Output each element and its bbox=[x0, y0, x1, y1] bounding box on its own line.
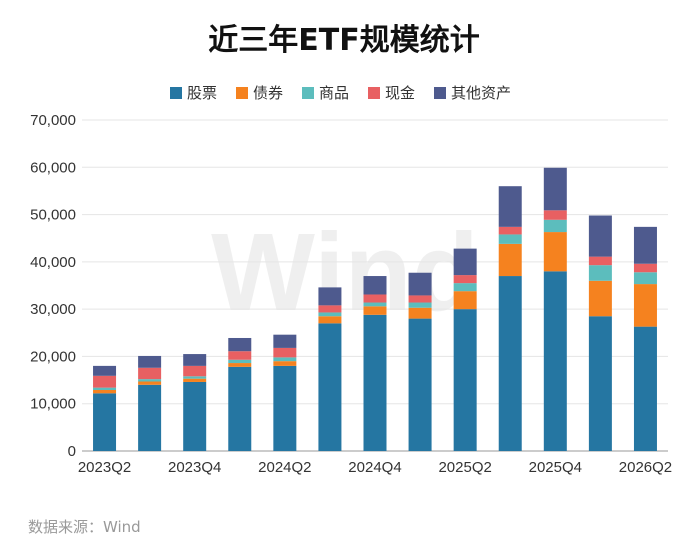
bar-segment bbox=[543, 210, 567, 220]
legend-swatch-3 bbox=[302, 87, 314, 99]
bar-segment bbox=[183, 354, 207, 366]
bar-segment bbox=[93, 375, 117, 388]
bar-segment bbox=[228, 363, 252, 367]
bar-segment bbox=[183, 378, 207, 382]
bar-segment bbox=[363, 302, 387, 307]
bar-segment bbox=[408, 272, 432, 296]
bar-segment bbox=[273, 357, 297, 362]
bar-segment bbox=[93, 387, 117, 391]
x-tick-label: 2023Q4 bbox=[168, 459, 221, 476]
bar-segment bbox=[183, 376, 207, 379]
bar-segment bbox=[498, 243, 522, 277]
bar-segment bbox=[93, 393, 117, 451]
bar-segment bbox=[588, 256, 612, 266]
bar-segment bbox=[138, 381, 162, 385]
bar-segment bbox=[543, 271, 567, 451]
bar-segment bbox=[543, 219, 567, 233]
legend-label-3: 商品 bbox=[319, 84, 349, 102]
bar-segment bbox=[633, 284, 657, 327]
bar-segment bbox=[363, 276, 387, 295]
bar-segment bbox=[273, 361, 297, 366]
watermark-text: Wind bbox=[211, 211, 479, 334]
y-tick-label: 70,000 bbox=[30, 112, 76, 129]
bar-segment bbox=[453, 291, 477, 310]
bar-segment bbox=[93, 390, 117, 394]
bar-segment bbox=[408, 302, 432, 308]
legend-label-5: 其他资产 bbox=[451, 84, 511, 102]
bar-segment bbox=[363, 306, 387, 315]
bar-segment bbox=[183, 365, 207, 377]
y-tick-label: 60,000 bbox=[30, 159, 76, 176]
bar-segment bbox=[228, 359, 252, 364]
x-tick-label: 2026Q2 bbox=[619, 459, 672, 476]
bar-segment bbox=[138, 384, 162, 451]
bar-segment bbox=[318, 305, 342, 313]
y-tick-label: 10,000 bbox=[30, 396, 76, 413]
bar-segment bbox=[408, 295, 432, 303]
bar-segment bbox=[543, 167, 567, 211]
legend-swatch-5 bbox=[434, 87, 446, 99]
bar-segment bbox=[183, 381, 207, 451]
bar-segment bbox=[543, 232, 567, 272]
bar-segment bbox=[588, 215, 612, 257]
x-tick-label: 2025Q2 bbox=[438, 459, 491, 476]
bar-segment bbox=[453, 275, 477, 284]
bar-segment bbox=[228, 337, 252, 352]
x-tick-label: 2024Q4 bbox=[348, 459, 401, 476]
chart-title: 近三年ETF规模统计 bbox=[208, 23, 479, 58]
bar-segment bbox=[318, 323, 342, 451]
x-tick-label: 2023Q2 bbox=[78, 459, 131, 476]
bar-segment bbox=[318, 316, 342, 324]
bar-segment bbox=[633, 263, 657, 273]
bar-segment bbox=[228, 351, 252, 360]
x-tick-label: 2024Q2 bbox=[258, 459, 311, 476]
bar-segment bbox=[588, 265, 612, 281]
bar-segment bbox=[93, 365, 117, 376]
bar-segment bbox=[138, 355, 162, 368]
bar-segment bbox=[498, 276, 522, 451]
bar-segment bbox=[588, 316, 612, 451]
y-tick-label: 30,000 bbox=[30, 301, 76, 318]
bar-segment bbox=[453, 309, 477, 451]
legend-label-4: 现金 bbox=[385, 84, 415, 102]
source-note: 数据来源：Wind bbox=[28, 518, 141, 536]
bar-segment bbox=[273, 365, 297, 451]
legend-swatch-2 bbox=[236, 87, 248, 99]
bar-segment bbox=[318, 312, 342, 317]
bar-segment bbox=[363, 294, 387, 303]
bar-segment bbox=[363, 314, 387, 451]
y-tick-label: 20,000 bbox=[30, 348, 76, 365]
y-tick-label: 40,000 bbox=[30, 254, 76, 271]
y-tick-label: 0 bbox=[68, 443, 76, 460]
bar-segment bbox=[228, 366, 252, 451]
bar-segment bbox=[138, 367, 162, 380]
bar-segment bbox=[498, 226, 522, 235]
bar-segment bbox=[498, 234, 522, 244]
bar-segment bbox=[408, 318, 432, 451]
bar-segment bbox=[138, 379, 162, 382]
legend-label-2: 债券 bbox=[253, 84, 283, 102]
x-tick-label: 2025Q4 bbox=[529, 459, 582, 476]
legend-swatch-4 bbox=[368, 87, 380, 99]
legend-swatch-1 bbox=[170, 87, 182, 99]
bar-segment bbox=[633, 226, 657, 264]
bar-segment bbox=[273, 334, 297, 348]
bar-segment bbox=[453, 248, 477, 276]
bar-segment bbox=[273, 347, 297, 358]
bar-segment bbox=[588, 280, 612, 317]
bar-segment bbox=[408, 307, 432, 319]
bar-segment bbox=[318, 287, 342, 306]
bar-segment bbox=[633, 326, 657, 451]
bar-segment bbox=[633, 272, 657, 285]
bar-segment bbox=[498, 186, 522, 227]
legend-label-1: 股票 bbox=[187, 84, 217, 102]
y-tick-label: 50,000 bbox=[30, 207, 76, 224]
bar-segment bbox=[453, 283, 477, 292]
